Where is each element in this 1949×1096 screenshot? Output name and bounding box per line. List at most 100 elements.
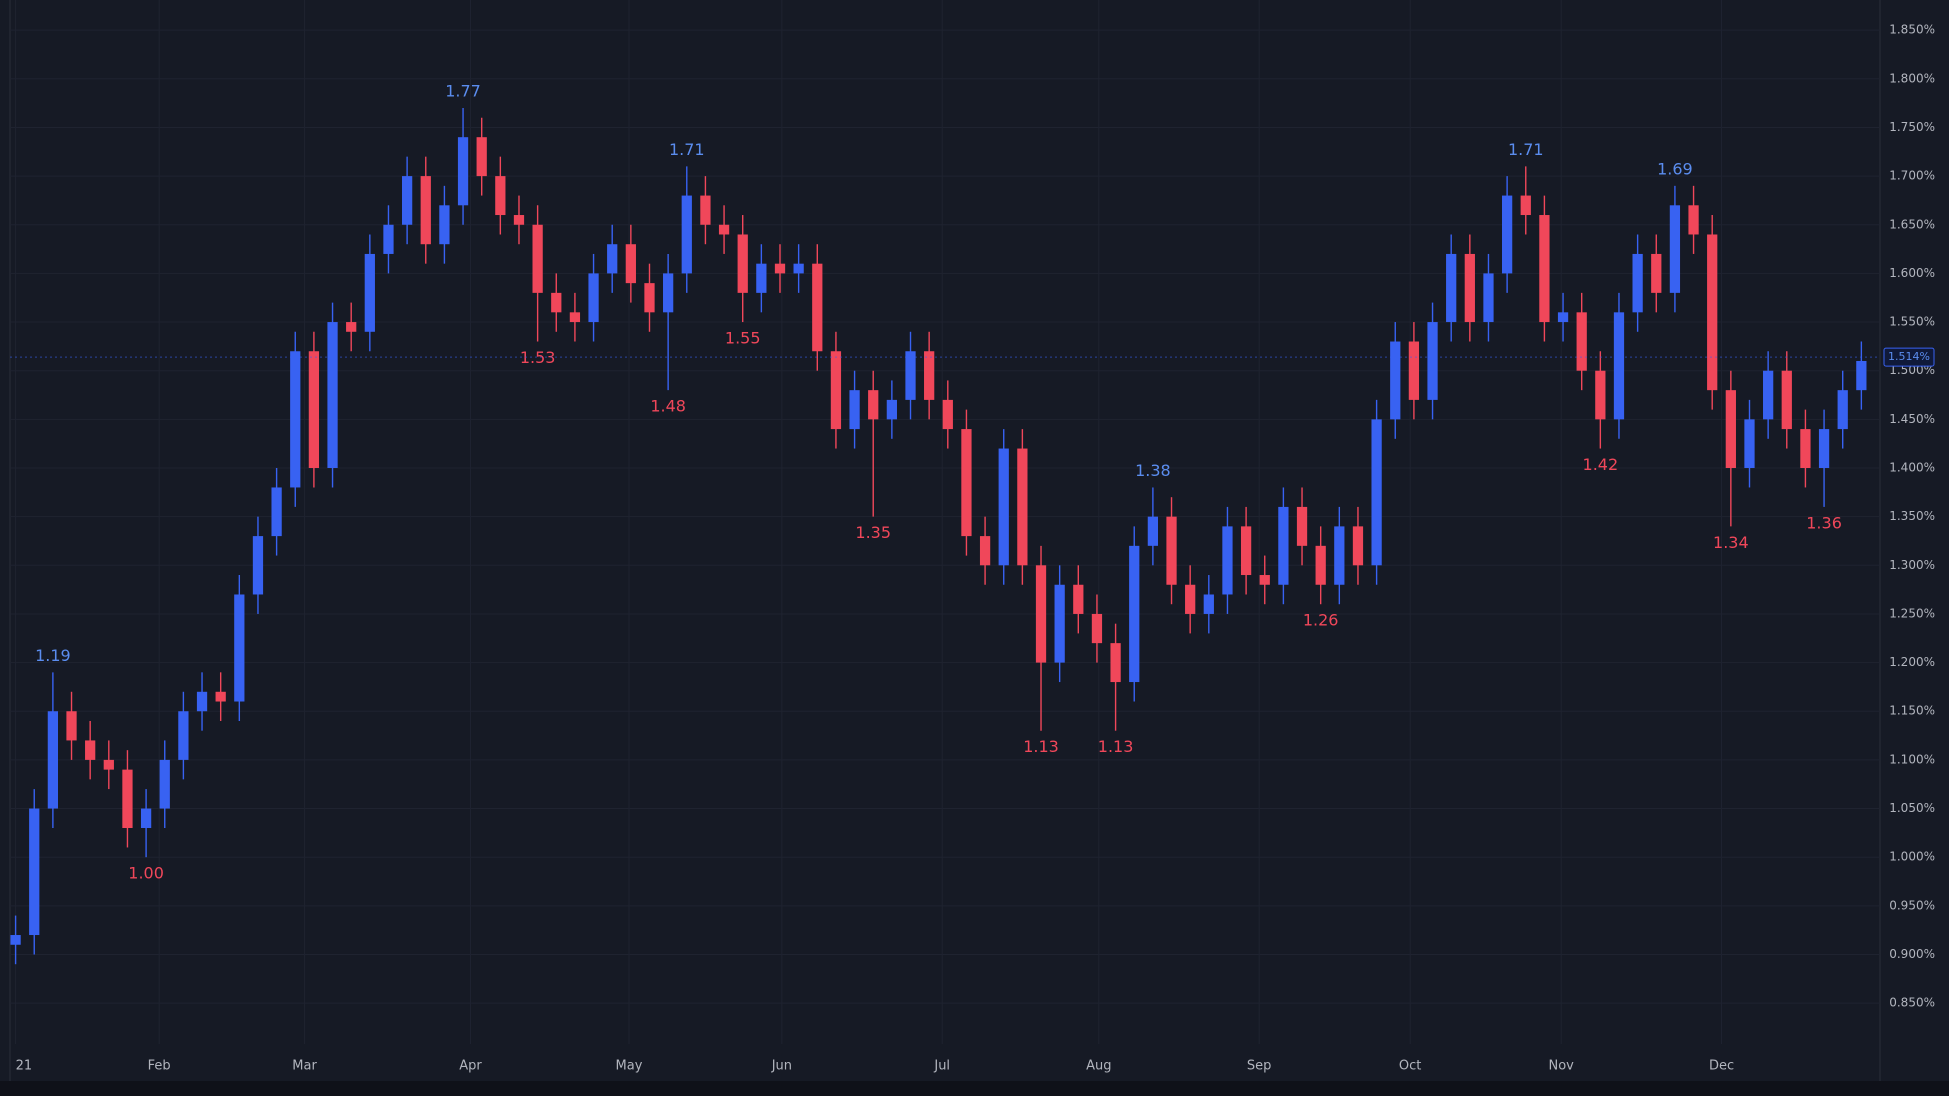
candle-body bbox=[849, 390, 860, 430]
candle-body bbox=[178, 711, 189, 760]
high-label: 1.71 bbox=[1508, 140, 1544, 159]
candle-body bbox=[271, 487, 282, 537]
candle-body bbox=[1203, 594, 1214, 614]
candle-body bbox=[290, 351, 301, 488]
low-label: 1.48 bbox=[650, 397, 686, 416]
low-label: 1.36 bbox=[1806, 513, 1842, 532]
candle-body bbox=[1632, 253, 1643, 313]
candle-body bbox=[1352, 526, 1364, 566]
candle-body bbox=[644, 283, 655, 313]
candle-body bbox=[830, 351, 842, 430]
x-tick-label: Oct bbox=[1399, 1059, 1421, 1074]
candle-body bbox=[1539, 215, 1550, 323]
candle-body bbox=[588, 273, 599, 323]
candle-body bbox=[1427, 322, 1438, 400]
candle-body bbox=[1129, 545, 1140, 683]
low-label: 1.53 bbox=[520, 348, 556, 367]
y-tick-label: 1.050% bbox=[1889, 801, 1935, 815]
candle-body bbox=[196, 691, 208, 712]
candle-body bbox=[942, 399, 953, 430]
candle-body bbox=[476, 137, 487, 177]
candle-body bbox=[327, 322, 338, 468]
candle-body bbox=[1837, 390, 1848, 430]
candle-body bbox=[1651, 253, 1662, 293]
y-tick-label: 1.250% bbox=[1889, 606, 1935, 620]
candle-body bbox=[383, 224, 394, 254]
candle-body bbox=[1520, 195, 1531, 216]
candle-body bbox=[737, 234, 748, 293]
candle-body bbox=[1595, 370, 1606, 420]
candle-body bbox=[569, 312, 581, 323]
candle-body bbox=[1483, 273, 1494, 323]
x-tick-label: Sep bbox=[1247, 1059, 1272, 1074]
candle-body bbox=[346, 322, 357, 332]
candle-body bbox=[718, 224, 730, 235]
candle-body bbox=[1464, 253, 1475, 323]
y-tick-label: 1.750% bbox=[1889, 120, 1935, 134]
candle-body bbox=[681, 195, 692, 274]
y-tick-label: 0.850% bbox=[1889, 996, 1935, 1010]
y-tick-label: 1.450% bbox=[1889, 412, 1935, 426]
candle-body bbox=[1390, 341, 1401, 420]
candle-body bbox=[1669, 205, 1681, 293]
x-tick-label: Dec bbox=[1709, 1059, 1734, 1074]
candle-body bbox=[215, 691, 226, 702]
candle-body bbox=[625, 244, 636, 284]
candle-body bbox=[1035, 565, 1047, 663]
candle-body bbox=[1278, 506, 1289, 585]
candle-body bbox=[1725, 390, 1736, 468]
last-price-label: 1.514% bbox=[1888, 350, 1930, 363]
x-tick-label: Aug bbox=[1086, 1059, 1111, 1074]
high-label: 1.71 bbox=[669, 140, 705, 159]
low-label: 1.55 bbox=[725, 329, 761, 348]
low-label: 1.00 bbox=[128, 864, 164, 883]
candle-body bbox=[663, 273, 674, 313]
candle-body bbox=[66, 711, 77, 741]
candle-body bbox=[1557, 312, 1569, 323]
y-tick-label: 1.200% bbox=[1889, 655, 1935, 669]
candle-body bbox=[886, 399, 897, 420]
candle-body bbox=[812, 263, 823, 352]
candle-body bbox=[1091, 613, 1103, 644]
low-label: 1.34 bbox=[1713, 533, 1749, 552]
y-tick-label: 1.650% bbox=[1889, 217, 1935, 231]
low-label: 1.13 bbox=[1023, 737, 1059, 756]
high-label: 1.77 bbox=[445, 82, 481, 101]
low-label: 1.26 bbox=[1303, 611, 1339, 630]
candle-body bbox=[1240, 526, 1252, 576]
candle-body bbox=[401, 176, 413, 225]
high-label: 1.38 bbox=[1135, 461, 1171, 480]
candle-body bbox=[420, 176, 431, 245]
candle-body bbox=[29, 808, 40, 936]
candle-body bbox=[1800, 429, 1811, 468]
candle-body bbox=[1613, 312, 1625, 420]
candle-body bbox=[607, 244, 618, 274]
y-tick-label: 0.950% bbox=[1889, 898, 1935, 912]
y-tick-label: 1.400% bbox=[1889, 461, 1935, 475]
candle-body bbox=[532, 224, 543, 293]
candle-body bbox=[774, 263, 786, 274]
candle-body bbox=[1054, 584, 1065, 663]
candle-body bbox=[1781, 370, 1792, 430]
x-tick-label: Feb bbox=[148, 1059, 171, 1074]
x-tick-label: 21 bbox=[16, 1059, 33, 1074]
x-tick-label: Apr bbox=[459, 1059, 482, 1074]
candle-body bbox=[1576, 312, 1587, 371]
candle-body bbox=[47, 711, 59, 809]
candle-body bbox=[85, 740, 96, 760]
candle-body bbox=[998, 448, 1009, 566]
high-label: 1.19 bbox=[35, 646, 71, 665]
candle-body bbox=[1707, 234, 1718, 391]
x-tick-label: Jul bbox=[933, 1059, 950, 1074]
y-tick-label: 1.350% bbox=[1889, 509, 1935, 523]
candle-body bbox=[905, 351, 916, 400]
candle-body bbox=[1222, 526, 1233, 595]
candle-body bbox=[1259, 575, 1270, 585]
candle-body bbox=[103, 759, 114, 770]
candle-body bbox=[122, 769, 133, 828]
candle-body bbox=[1763, 370, 1774, 420]
candle-body bbox=[961, 429, 972, 537]
